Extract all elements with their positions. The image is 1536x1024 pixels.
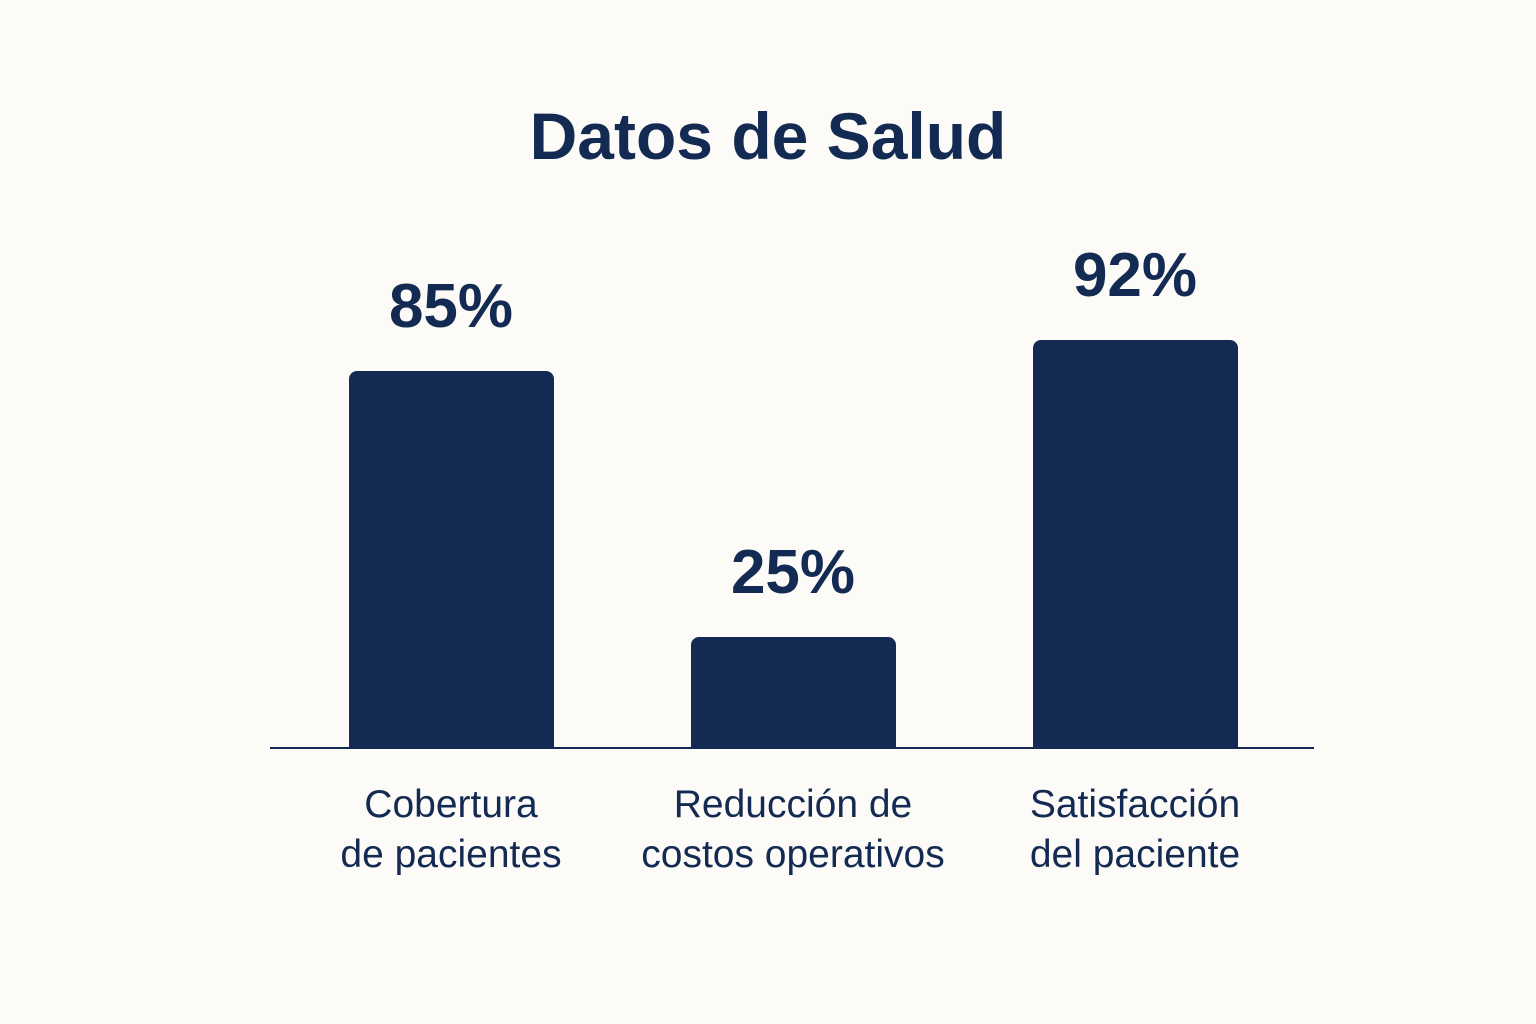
bar	[348, 371, 554, 748]
chart-title: Datos de Salud	[529, 99, 1007, 173]
bar	[690, 637, 896, 748]
x-tick-label: Reducción de costos operativos	[641, 783, 945, 876]
value-label: 25%	[730, 538, 856, 608]
x-tick-label: Cobertura de pacientes	[340, 783, 562, 876]
value-label: 92%	[1072, 241, 1198, 310]
x-tick-label: Satisfacción del paciente	[1029, 783, 1241, 876]
bar	[1032, 340, 1238, 748]
x-axis-line	[270, 747, 1314, 749]
value-label: 85%	[388, 272, 514, 342]
